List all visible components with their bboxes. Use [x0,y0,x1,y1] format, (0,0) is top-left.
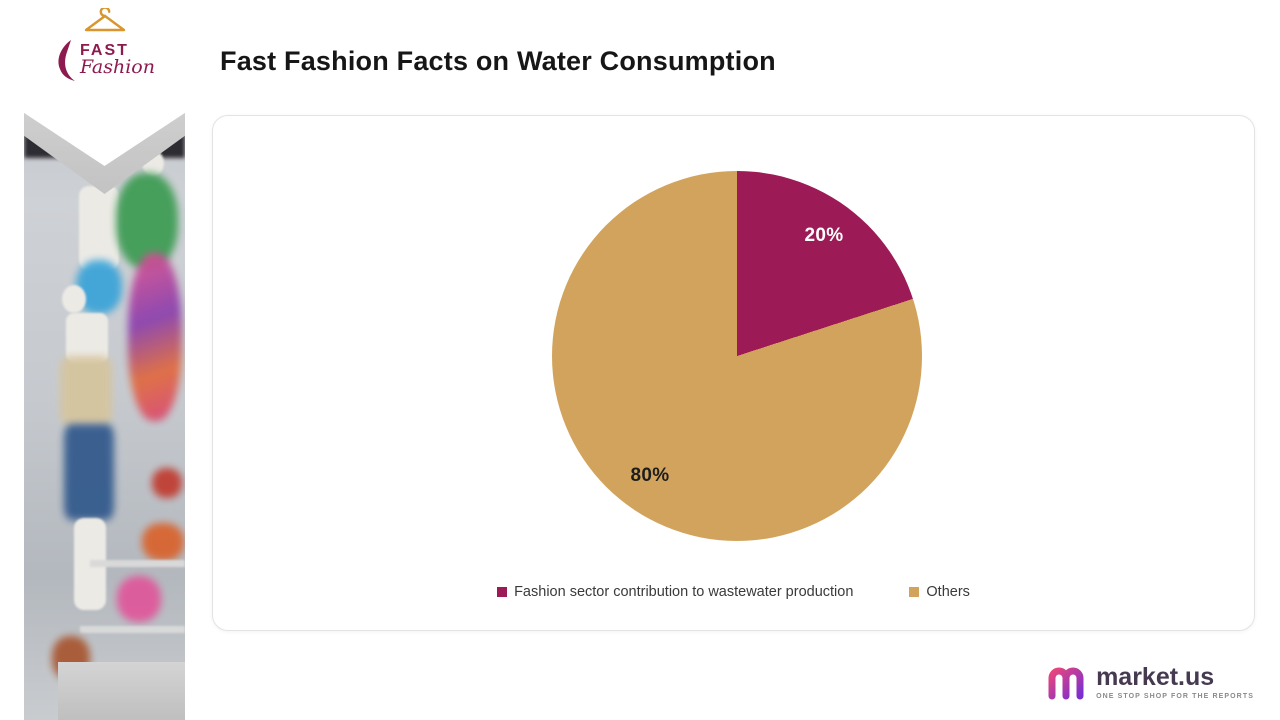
photo-blob [117,576,161,622]
logo-text-fashion: Fashion [80,55,155,78]
mannequin [66,313,108,363]
legend-swatch [497,587,508,597]
legend-item: Fashion sector contribution to wastewate… [497,584,853,600]
photo-blob [128,253,182,421]
photo-blob [116,173,178,269]
brand-name: market.us [1096,663,1215,691]
legend-label: Fashion sector contribution to wastewate… [514,584,854,600]
photo-detail [58,662,185,720]
photo-blob [60,356,112,426]
brand-tagline: ONE STOP SHOP FOR THE REPORTS [1096,693,1254,700]
mannequin [79,186,119,270]
mannequin [62,285,86,313]
chart-legend: Fashion sector contribution to wastewate… [213,584,1254,600]
pie-label-1: 80% [630,464,670,486]
chart-card: 20% 80% Fashion sector contribution to w… [212,115,1255,631]
legend-swatch [909,587,920,597]
photo-blob [152,468,182,498]
dress-swoosh-icon [58,40,76,81]
legend-item: Others [909,584,970,600]
marketus-m-icon [1048,667,1084,699]
photo-blob [64,424,114,520]
logo-text-fast: FAST [80,42,129,60]
photo-detail [90,560,185,567]
marketus-logo: market.us ONE STOP SHOP FOR THE REPORTS [1047,665,1254,700]
legend-label: Others [926,584,970,600]
page-title: Fast Fashion Facts on Water Consumption [220,46,776,76]
photo-blob [142,523,184,561]
pie-label-0: 20% [804,225,844,247]
pie-chart: 20% 80% [552,171,922,541]
fashion-store-photo: FAST Fashion [24,0,185,720]
photo-detail [80,626,185,633]
hanger-icon [84,8,125,32]
